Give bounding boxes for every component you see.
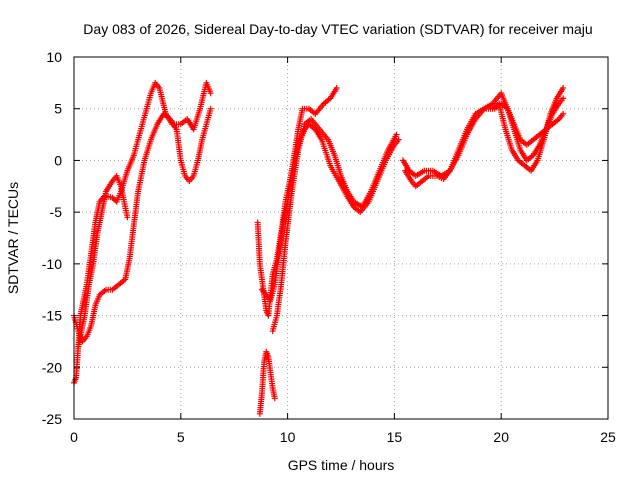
data-point bbox=[333, 85, 340, 92]
y-tick-label: -15 bbox=[42, 308, 62, 324]
x-tick-label: 0 bbox=[70, 429, 78, 445]
data-point bbox=[207, 105, 214, 112]
data-point bbox=[560, 95, 567, 102]
data-series bbox=[71, 79, 567, 417]
x-axis-ticks: 0 5 10 15 20 25 bbox=[70, 57, 616, 445]
series-track-g bbox=[256, 348, 278, 417]
series-track-d bbox=[254, 85, 340, 319]
y-tick-label: -5 bbox=[50, 204, 63, 220]
y-axis-label: SDTVAR / TECUs bbox=[5, 182, 21, 294]
data-point bbox=[271, 395, 278, 402]
series-track-c bbox=[75, 172, 131, 350]
data-point bbox=[393, 131, 400, 138]
series-track-j bbox=[491, 100, 567, 148]
series-track-h bbox=[402, 90, 567, 190]
y-tick-label: 5 bbox=[54, 101, 62, 117]
x-tick-label: 25 bbox=[600, 429, 616, 445]
y-tick-label: 0 bbox=[54, 152, 62, 168]
y-tick-label: -20 bbox=[42, 359, 62, 375]
chart-title: Day 083 of 2026, Sidereal Day-to-day VTE… bbox=[83, 21, 592, 37]
data-point bbox=[395, 136, 402, 143]
y-tick-label: -10 bbox=[42, 256, 62, 272]
data-point bbox=[207, 90, 214, 97]
grid bbox=[74, 57, 608, 419]
series-track-b bbox=[71, 105, 214, 345]
data-point bbox=[124, 214, 131, 221]
data-point bbox=[560, 85, 567, 92]
x-tick-label: 15 bbox=[387, 429, 403, 445]
data-point bbox=[560, 110, 567, 117]
series-track-a bbox=[71, 79, 214, 386]
y-tick-label: 10 bbox=[46, 49, 62, 65]
x-axis-label: GPS time / hours bbox=[288, 457, 395, 473]
x-tick-label: 5 bbox=[177, 429, 185, 445]
plot-frame bbox=[73, 56, 609, 420]
x-tick-label: 10 bbox=[280, 429, 296, 445]
series-track-f bbox=[269, 116, 400, 335]
y-tick-label: -25 bbox=[42, 411, 62, 427]
x-tick-label: 20 bbox=[493, 429, 509, 445]
